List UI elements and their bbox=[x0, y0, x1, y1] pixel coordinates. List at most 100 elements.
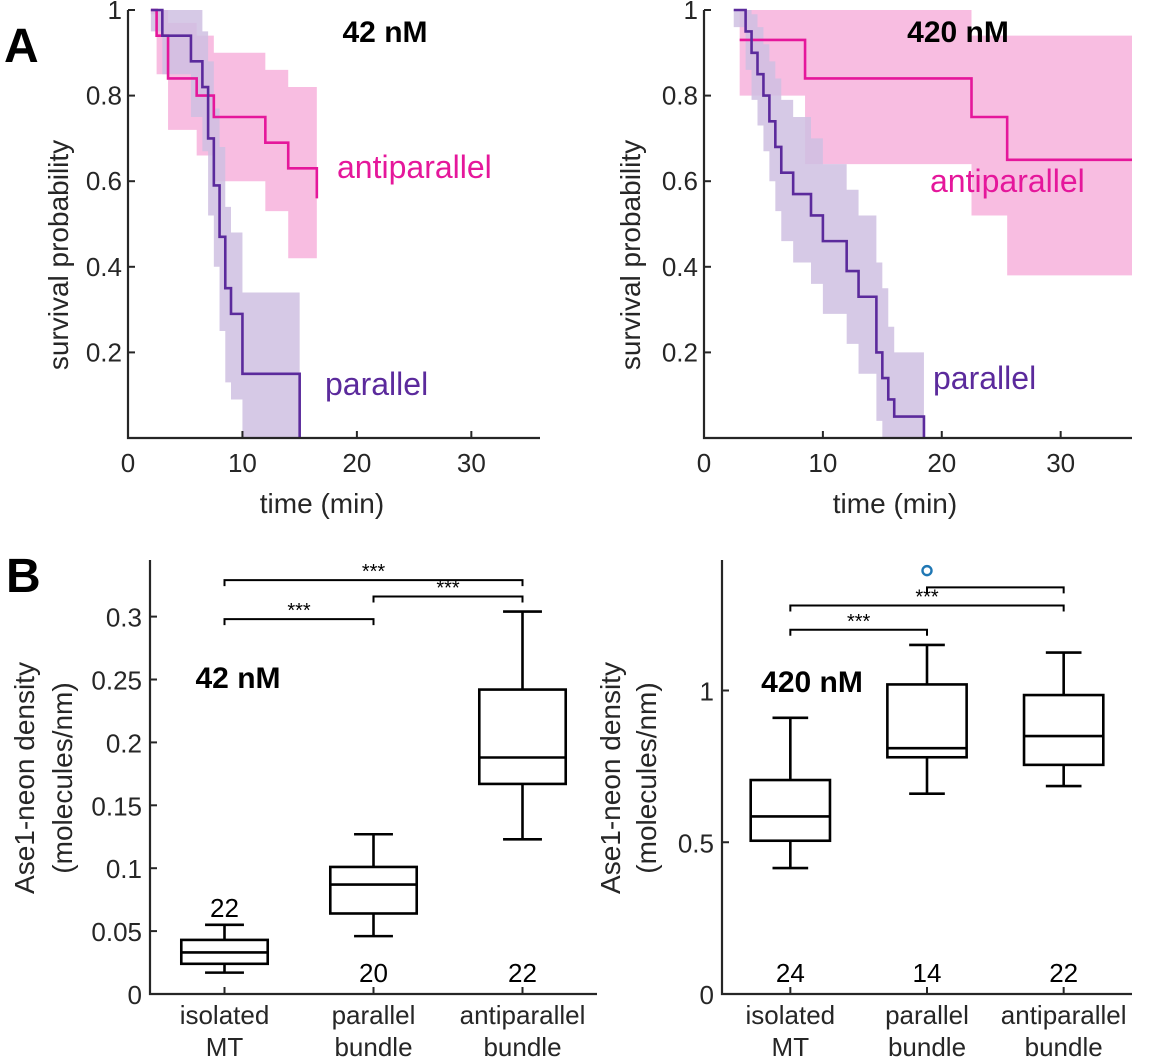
chart-title: 42 nM bbox=[342, 16, 427, 49]
y-tick-label: 1 bbox=[684, 0, 698, 25]
bracket-line bbox=[223, 579, 524, 587]
x-axis-label: time (min) bbox=[833, 488, 957, 519]
x-tick-label: 10 bbox=[808, 448, 837, 478]
x-tick-label: 10 bbox=[228, 448, 257, 478]
chart-4: 24isolatedMT14parallelbundle22antiparall… bbox=[595, 560, 1132, 1062]
significance-label: *** bbox=[436, 577, 460, 599]
category-label: isolated bbox=[746, 1000, 836, 1030]
y-tick-label: 0.05 bbox=[91, 917, 142, 947]
category-label: MT bbox=[206, 1032, 244, 1062]
y-tick-label: 0.8 bbox=[662, 81, 698, 111]
y-tick-label: 0.2 bbox=[106, 728, 142, 758]
y-tick-label: 0.6 bbox=[86, 166, 122, 196]
n-count: 22 bbox=[508, 958, 537, 988]
x-tick-label: 30 bbox=[457, 448, 486, 478]
bracket-line bbox=[789, 604, 1065, 612]
ci-band-parallel bbox=[150, 10, 300, 438]
category-label: parallel bbox=[885, 1000, 969, 1030]
n-count: 22 bbox=[210, 893, 239, 923]
significance-bracket: *** bbox=[789, 611, 928, 636]
bracket-line bbox=[926, 586, 1065, 594]
y-tick-label: 0.4 bbox=[662, 252, 698, 282]
category-label: parallel bbox=[332, 1000, 416, 1030]
survival-line-antiparallel bbox=[739, 38, 1132, 162]
category-label: isolated bbox=[180, 1000, 270, 1030]
box-iqr bbox=[1022, 693, 1105, 767]
significance-bracket: *** bbox=[223, 600, 375, 626]
x-tick-label: 0 bbox=[697, 448, 711, 478]
y-axis-label: survival probability bbox=[43, 140, 74, 370]
category-label: bundle bbox=[888, 1032, 966, 1062]
category-label: MT bbox=[772, 1032, 810, 1062]
survival-line-parallel bbox=[150, 8, 301, 438]
chart-title: 420 nM bbox=[907, 16, 1009, 49]
x-tick-label: 20 bbox=[927, 448, 956, 478]
series-label-parallel: parallel bbox=[325, 366, 428, 402]
chart-1: antiparallel parallel 0 10 20 30 0.2 0.4 0.6 0.8 1… bbox=[43, 0, 540, 519]
category-label: bundle bbox=[483, 1032, 561, 1062]
significance-bracket bbox=[926, 586, 1065, 594]
category-label: antiparallel bbox=[1001, 1000, 1127, 1030]
n-count: 22 bbox=[1049, 958, 1078, 988]
y-tick-label: 0.15 bbox=[91, 791, 142, 821]
box-iqr bbox=[886, 683, 968, 759]
y-axis-label: (molecules/nm) bbox=[47, 682, 78, 873]
y-axis-label: Ase1-neon density bbox=[9, 662, 40, 894]
category-label: bundle bbox=[334, 1032, 412, 1062]
y-tick-label: 0.8 bbox=[86, 81, 122, 111]
y-tick-label: 0 bbox=[128, 980, 142, 1010]
y-tick-label: 0.1 bbox=[106, 854, 142, 884]
series-label-antiparallel: antiparallel bbox=[337, 149, 492, 185]
survival-line-parallel bbox=[733, 8, 926, 438]
box-iqr bbox=[328, 865, 419, 915]
y-tick-label: 1 bbox=[108, 0, 122, 25]
box-iqr bbox=[749, 778, 832, 843]
series-label-parallel: parallel bbox=[933, 360, 1036, 396]
significance-label: *** bbox=[287, 600, 311, 622]
series-label-antiparallel: antiparallel bbox=[930, 163, 1085, 199]
chart-title: 42 nM bbox=[195, 662, 280, 695]
significance-bracket: *** bbox=[789, 587, 1065, 612]
y-tick-label: 0.6 bbox=[662, 166, 698, 196]
y-tick-label: 0 bbox=[700, 980, 714, 1010]
chart-2: antiparallel parallel 0 10 20 30 0.2 0.4 0.6 0.8 1… bbox=[615, 0, 1132, 519]
y-axis-label: (molecules/nm) bbox=[631, 682, 662, 873]
y-tick-label: 0.2 bbox=[662, 337, 698, 367]
panel-label-b: B bbox=[6, 550, 41, 603]
bracket-line bbox=[223, 618, 375, 626]
bracket-line bbox=[372, 595, 524, 603]
y-tick-label: 0.25 bbox=[91, 666, 142, 696]
n-count: 14 bbox=[913, 958, 942, 988]
category-label: antiparallel bbox=[460, 1000, 586, 1030]
category-label: bundle bbox=[1025, 1032, 1103, 1062]
y-axis-label: Ase1-neon density bbox=[595, 662, 626, 894]
significance-bracket: *** bbox=[223, 561, 524, 587]
box-iqr bbox=[477, 688, 568, 786]
outlier-point bbox=[921, 564, 933, 577]
y-tick-label: 0.2 bbox=[86, 337, 122, 367]
x-tick-label: 30 bbox=[1046, 448, 1075, 478]
bracket-line bbox=[789, 628, 928, 636]
significance-label: *** bbox=[847, 611, 871, 633]
significance-label: *** bbox=[915, 587, 939, 609]
y-axis-label: survival probability bbox=[615, 140, 646, 370]
significance-bracket: *** bbox=[372, 577, 524, 603]
y-tick-label: 0.5 bbox=[678, 828, 714, 858]
significance-label: *** bbox=[362, 561, 386, 583]
y-tick-label: 1 bbox=[700, 677, 714, 707]
y-tick-label: 0.3 bbox=[106, 603, 142, 633]
survival-line-antiparallel bbox=[150, 8, 319, 199]
x-tick-label: 0 bbox=[121, 448, 135, 478]
n-count: 20 bbox=[359, 958, 388, 988]
panel-label-a: A bbox=[4, 20, 39, 73]
n-count: 24 bbox=[776, 958, 805, 988]
chart-3: 22isolatedMT20parallelbundle22antiparall… bbox=[9, 560, 597, 1062]
